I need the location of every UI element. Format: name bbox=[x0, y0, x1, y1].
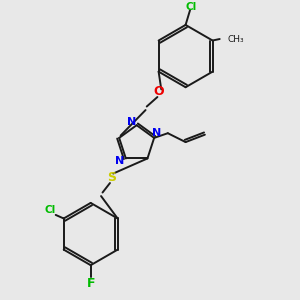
Text: N: N bbox=[127, 117, 136, 127]
Text: N: N bbox=[115, 156, 124, 167]
Text: O: O bbox=[154, 85, 164, 98]
Text: N: N bbox=[152, 128, 162, 138]
Text: S: S bbox=[107, 171, 116, 184]
Text: Cl: Cl bbox=[186, 2, 197, 11]
Text: Cl: Cl bbox=[45, 205, 56, 215]
Text: CH₃: CH₃ bbox=[227, 34, 244, 43]
Text: F: F bbox=[86, 277, 95, 290]
